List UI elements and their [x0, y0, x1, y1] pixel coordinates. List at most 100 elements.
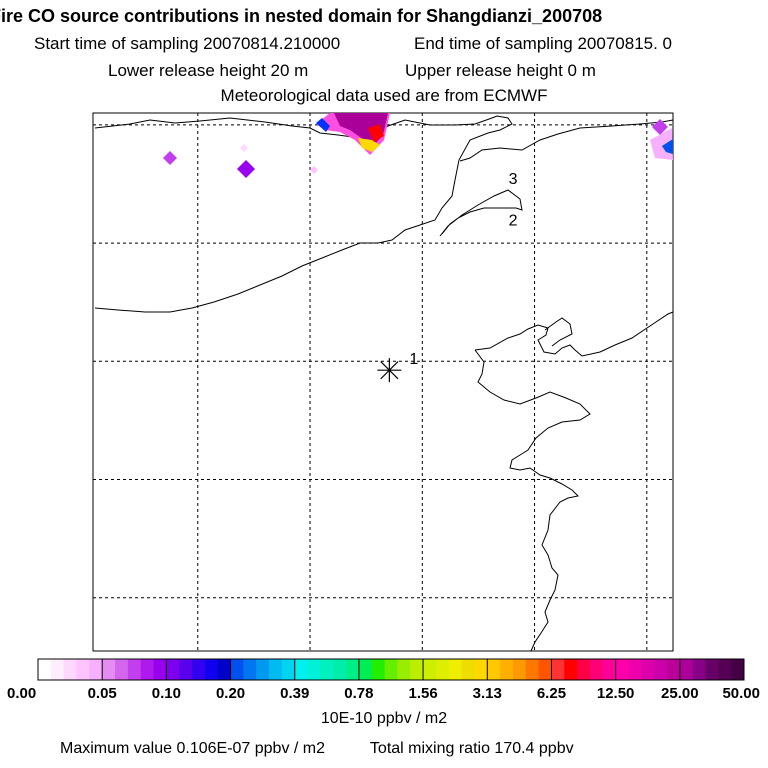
coastline-liaodong [544, 317, 573, 347]
colorbar-swatch-1-0 [102, 659, 116, 680]
colorbar-swatch-10-4 [731, 659, 745, 680]
chart-title: Fire CO source contributions in nested d… [0, 6, 603, 26]
colorbar-swatch-8-3 [589, 659, 604, 680]
colorbar-swatch-1-1 [115, 659, 129, 680]
maximum-value: Maximum value 0.106E-07 ppbv / m2 [60, 740, 326, 757]
station-label-1: 1 [409, 351, 418, 368]
colorbar-tick-0: 0.00 [7, 685, 36, 702]
colorbar-swatch-0-4 [89, 659, 103, 680]
colorbar-tick-3: 0.20 [216, 685, 245, 702]
colorbar-swatch-5-3 [397, 659, 411, 680]
colorbar-swatch-5-0 [358, 659, 373, 680]
fire-spot-3 [310, 166, 318, 174]
fire-spot-ne-1 [652, 119, 668, 135]
lower-release-height-label: Lower release height 20 m [108, 61, 309, 80]
fire-spot-2 [237, 160, 255, 178]
coastline-bay [439, 189, 523, 237]
coastline-northeast [459, 119, 674, 162]
colorbar-swatch-7-1 [500, 659, 514, 680]
colorbar-tick-11: 50.00 [722, 685, 760, 702]
colorbar-swatch-2-1 [179, 659, 193, 680]
colorbar-swatch-7-3 [525, 659, 540, 680]
colorbar-swatch-2-3 [204, 659, 219, 680]
colorbar-swatch-4-3 [333, 659, 347, 680]
colorbar-swatch-8-0 [551, 659, 565, 680]
colorbar-tick-8: 6.25 [537, 685, 566, 702]
colorbar-swatch-3-3 [269, 659, 283, 680]
colorbar-swatch-10-3 [718, 659, 732, 680]
fire-contributions [163, 113, 673, 178]
fire-plume-red [368, 124, 384, 142]
colorbar-swatch-3-0 [230, 659, 244, 680]
colorbar-swatch-2-2 [192, 659, 206, 680]
map-frame [92, 112, 674, 652]
gridlines [93, 113, 673, 651]
colorbar-swatch-3-1 [243, 659, 257, 680]
fire-plume-yellow [358, 138, 380, 152]
colorbar-swatch-6-3 [461, 659, 475, 680]
colorbar-swatch-7-0 [487, 659, 501, 680]
coastline-bohai-south [474, 349, 591, 652]
colorbar: 0.00 0.05 0.10 0.20 0.39 0.78 1.56 3.13 6.25 12.5… [7, 658, 760, 702]
colorbar-swatch-9-2 [641, 659, 655, 680]
colorbar-swatch-0-2 [63, 659, 78, 680]
colorbar-swatch-5-1 [371, 659, 386, 680]
upper-release-height-label: Upper release height 0 m [405, 61, 596, 80]
colorbar-swatch-0-3 [76, 659, 90, 680]
colorbar-swatch-10-1 [692, 659, 706, 680]
colorbar-tick-9: 12.50 [597, 685, 635, 702]
colorbar-swatch-5-2 [384, 659, 398, 680]
fire-plume-blue [316, 118, 330, 132]
colorbar-tick-7: 3.13 [473, 685, 502, 702]
colorbar-swatch-5-4 [410, 659, 424, 680]
colorbar-tick-6: 1.56 [408, 685, 437, 702]
colorbar-swatch-9-3 [654, 659, 668, 680]
colorbar-swatch-6-1 [435, 659, 450, 680]
colorbar-swatch-9-0 [615, 659, 629, 680]
colorbar-swatch-3-2 [256, 659, 270, 680]
colorbar-tick-4: 0.39 [280, 685, 309, 702]
fire-spot-4 [240, 144, 248, 152]
start-time-label: Start time of sampling 20070814.210000 [34, 34, 341, 53]
map-border [92, 112, 674, 652]
station-label-3: 3 [509, 171, 518, 188]
colorbar-swatch-10-2 [705, 659, 719, 680]
station-marker-1 [377, 358, 402, 383]
colorbar-swatch-1-2 [127, 659, 142, 680]
colorbar-swatch-4-1 [307, 659, 321, 680]
colorbar-swatch-8-1 [564, 659, 578, 680]
end-time-label: End time of sampling 20070815. 0 [414, 34, 673, 53]
colorbar-swatch-4-4 [346, 659, 360, 680]
met-data-label: Meteorological data used are from ECMWF [220, 86, 548, 105]
colorbar-tick-1: 0.05 [88, 685, 117, 702]
colorbar-swatch-4-2 [320, 659, 334, 680]
footer-stats: Maximum value 0.106E-07 ppbv / m2 Total … [60, 740, 574, 758]
colorbar-tick-2: 0.10 [152, 685, 181, 702]
colorbar-swatch-3-4 [281, 659, 296, 680]
colorbar-unit: 10E-10 ppbv / m2 [320, 710, 448, 727]
colorbar-swatch-6-2 [448, 659, 463, 680]
colorbar-tick-10: 25.00 [661, 685, 699, 702]
colorbar-swatch-0-0 [38, 659, 52, 680]
colorbar-swatch-10-0 [679, 659, 694, 680]
colorbar-tick-5: 0.78 [344, 685, 373, 702]
colorbar-swatch-6-0 [423, 659, 437, 680]
colorbar-swatch-2-4 [217, 659, 232, 680]
fire-spot-ne-3 [662, 139, 673, 154]
colorbar-swatch-8-4 [602, 659, 617, 680]
coastline-peninsula [474, 311, 674, 357]
coastlines [94, 115, 674, 652]
colorbar-swatch-4-0 [294, 659, 309, 680]
colorbar-swatch-1-3 [140, 659, 155, 680]
coastline-north [94, 115, 513, 313]
station-label-2: 2 [509, 212, 518, 229]
fire-spot-1 [163, 151, 177, 165]
colorbar-swatch-9-4 [666, 659, 681, 680]
station-markers: 1 2 3 [377, 171, 518, 383]
colorbar-swatch-8-2 [577, 659, 591, 680]
colorbar-swatch-7-4 [538, 659, 552, 680]
colorbar-swatch-7-2 [512, 659, 527, 680]
colorbar-swatch-0-1 [50, 659, 65, 680]
colorbar-swatch-9-1 [628, 659, 642, 680]
